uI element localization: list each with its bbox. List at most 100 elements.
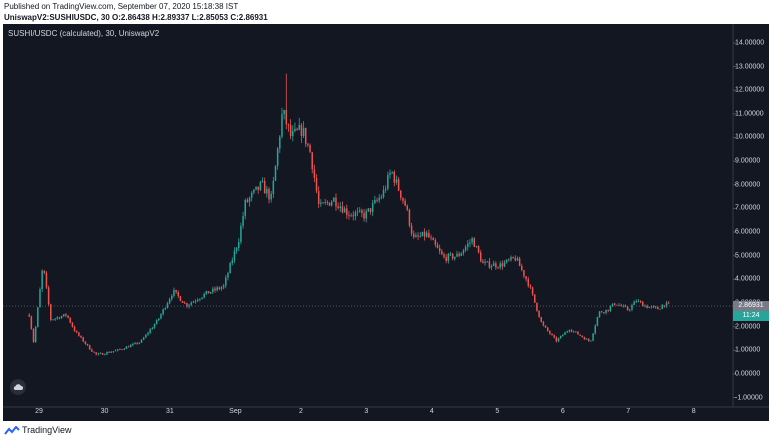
candle-body	[596, 317, 599, 326]
candle-body	[91, 349, 93, 352]
candle-body	[436, 244, 439, 249]
candle-body	[45, 272, 48, 288]
y-tick-label: 0.00000	[735, 370, 761, 378]
candle-body	[274, 165, 277, 181]
candle-body	[648, 306, 651, 309]
y-tick-label: 11.00000	[735, 110, 764, 118]
candle-body	[425, 232, 428, 237]
x-tick-label: 6	[560, 408, 565, 415]
candle-body	[659, 308, 661, 310]
last-price-tag: 2.86931	[733, 301, 769, 312]
candle-body	[663, 305, 666, 307]
candle-body	[527, 279, 530, 286]
candle-body	[285, 110, 288, 125]
candle-body	[629, 309, 631, 311]
candle-body	[646, 305, 648, 309]
candle-body	[78, 332, 80, 336]
candle-body	[473, 238, 476, 247]
candle-body	[173, 289, 175, 296]
candle-body	[233, 250, 236, 261]
candle-body	[309, 145, 311, 153]
candle-body	[225, 277, 227, 286]
x-tick-label: 4	[429, 408, 434, 415]
candle-body	[343, 208, 346, 213]
candle-body	[270, 193, 272, 200]
candle-body	[508, 259, 510, 261]
candle-body	[84, 341, 87, 344]
bar-timer-tag: 11:24	[733, 311, 769, 322]
candle-body	[667, 302, 670, 304]
candle-body	[259, 181, 262, 190]
candle-body	[441, 251, 443, 255]
candle-body	[188, 304, 190, 307]
candle-body	[350, 215, 352, 217]
tradingview-cloud-icon[interactable]	[10, 379, 26, 395]
candle-body	[382, 189, 385, 198]
candle-body	[341, 206, 344, 213]
x-tick-label: 5	[495, 408, 500, 415]
candle-body	[479, 252, 482, 262]
candle-body	[216, 287, 218, 291]
candle-body	[471, 238, 473, 243]
x-tick-label: 2	[298, 408, 303, 415]
candle-body	[231, 260, 234, 263]
candle-body	[603, 312, 605, 314]
x-tick-label: 3	[364, 408, 369, 415]
y-tick-label: 6.00000	[735, 228, 761, 236]
candle-body	[194, 300, 197, 302]
candle-body	[58, 317, 61, 319]
candle-body	[300, 124, 303, 136]
candle-body	[512, 256, 514, 259]
candle-body	[650, 306, 653, 308]
publish-header: Published on TradingView.com, September …	[0, 0, 772, 24]
candle-body	[572, 331, 575, 333]
candle-body	[358, 210, 361, 212]
candle-body	[88, 345, 91, 350]
candle-body	[136, 342, 138, 344]
candle-body	[356, 211, 359, 213]
candle-body	[186, 303, 188, 307]
candle-body	[218, 287, 221, 289]
candle-body	[294, 128, 296, 131]
candle-body	[449, 253, 452, 255]
candle-body	[330, 201, 333, 206]
candle-body	[583, 337, 586, 340]
candle-body	[283, 110, 285, 115]
candle-body	[510, 256, 512, 260]
candle-body	[590, 340, 592, 342]
candle-body	[47, 287, 50, 305]
candle-body	[263, 181, 266, 194]
candle-body	[315, 177, 318, 192]
candle-body	[313, 169, 316, 178]
candle-body	[499, 263, 501, 268]
candle-body	[613, 303, 616, 305]
candle-body	[227, 273, 229, 278]
candle-body	[328, 202, 331, 206]
price-chart-plot[interactable]	[3, 24, 769, 421]
candle-body	[497, 267, 499, 269]
candle-body	[451, 253, 454, 259]
candle-body	[376, 199, 378, 201]
candle-body	[28, 314, 30, 317]
candle-body	[624, 305, 627, 307]
candle-body	[333, 197, 335, 202]
x-tick-label: 8	[691, 408, 696, 415]
candle-body	[579, 334, 581, 336]
candle-body	[207, 290, 210, 294]
candle-body	[482, 261, 484, 264]
candle-body	[37, 307, 39, 327]
candle-body	[93, 351, 95, 353]
candle-body	[423, 231, 426, 237]
candle-body	[132, 343, 134, 346]
candle-body	[402, 197, 404, 201]
candle-body	[307, 143, 309, 146]
candle-body	[462, 250, 465, 254]
candle-body	[41, 270, 43, 290]
candle-body	[50, 304, 52, 320]
y-tick-label: -1.00000	[735, 394, 763, 402]
chart-area[interactable]: SUSHI/USDC (calculated), 30, UniswapV2 1…	[3, 24, 769, 421]
candle-body	[205, 290, 208, 294]
candle-body	[570, 330, 573, 332]
ohlc-info: UniswapV2:SUSHIUSDC, 30 O:2.86438 H:2.89…	[4, 13, 268, 22]
candle-body	[642, 302, 644, 307]
